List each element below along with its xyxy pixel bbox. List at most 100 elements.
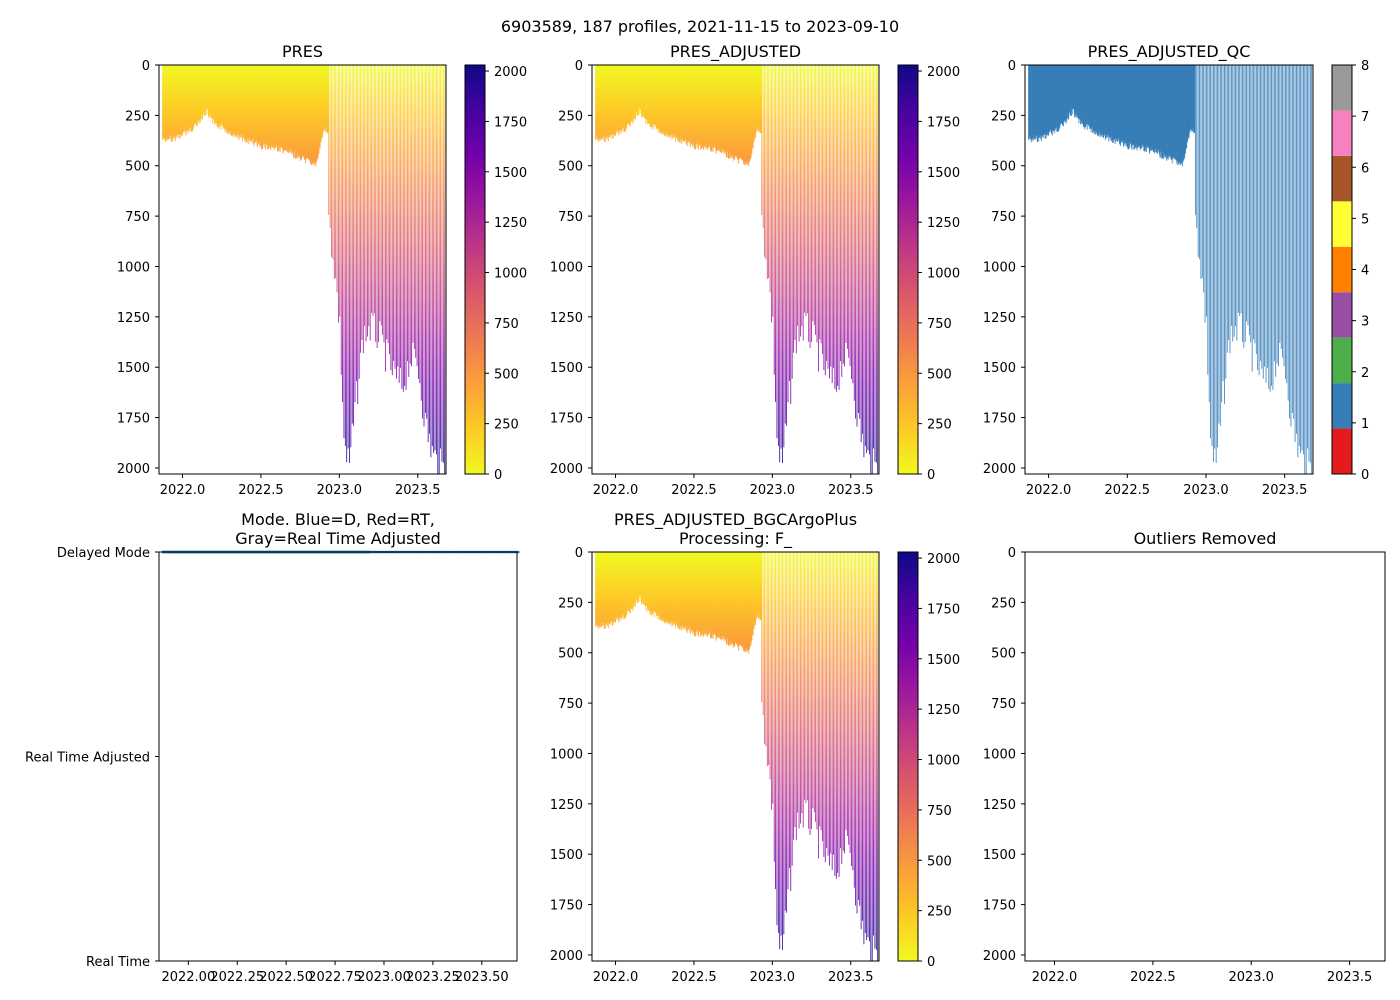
y-tick-label: 1500 xyxy=(550,848,583,863)
profile-bars xyxy=(595,552,881,961)
colorbar-tick-label: 2000 xyxy=(927,65,960,80)
profile-bar xyxy=(790,65,792,404)
figure-suptitle: 6903589, 187 profiles, 2021-11-15 to 202… xyxy=(501,17,899,36)
profile-bar xyxy=(1254,65,1256,344)
x-tick-label: 2023.0 xyxy=(1228,970,1274,985)
profile-bar xyxy=(849,552,851,854)
colorbar-segment xyxy=(1332,428,1352,474)
profile-bar xyxy=(841,65,843,377)
colorbar: 0 250 500 750 1000 1250 1500 1750 2000 xyxy=(464,64,527,483)
profile-bar xyxy=(383,65,385,343)
profile-bar xyxy=(413,65,415,349)
profile-bar xyxy=(801,65,803,327)
profile-bar xyxy=(852,65,854,384)
profile-bar xyxy=(1226,65,1228,353)
colorbar-tick-label: 1000 xyxy=(927,754,960,769)
profile-bar xyxy=(386,65,388,340)
profile-bar xyxy=(838,552,840,877)
y-tick-label: 500 xyxy=(991,647,1016,662)
x-tick-label: 2023.0 xyxy=(750,483,796,498)
profile-bar xyxy=(1239,65,1241,316)
profile-bar xyxy=(786,552,788,913)
colorbar-tick-label: 1 xyxy=(1361,417,1369,432)
y-tick-label: 0 xyxy=(1008,59,1016,74)
profile-bar xyxy=(409,65,411,364)
x-tick-label: 2022.5 xyxy=(1130,970,1176,985)
profile-bar xyxy=(805,552,807,803)
profile-bar xyxy=(842,65,844,364)
profile-bar xyxy=(873,552,874,936)
profile-bar xyxy=(1203,65,1205,293)
profile-bar xyxy=(880,552,881,961)
profile-bar xyxy=(447,65,448,474)
profile-bar xyxy=(387,65,389,344)
profile-bar xyxy=(809,552,811,835)
y-tick-label: 1000 xyxy=(550,747,583,762)
profile-bar xyxy=(371,65,372,313)
profile-bar xyxy=(804,552,805,800)
profile-bar xyxy=(859,552,861,906)
profile-bar xyxy=(827,552,829,856)
profile-bar xyxy=(783,65,785,448)
profile-bar xyxy=(833,552,834,855)
profile-bar xyxy=(422,65,424,419)
profile-bar xyxy=(1289,65,1290,419)
y-tick-label: Real Time xyxy=(86,955,150,970)
profile-bar xyxy=(870,65,872,474)
profile-bar xyxy=(1309,65,1311,463)
profile-bar xyxy=(806,552,808,801)
profile-bar xyxy=(1243,65,1245,348)
profile-bar xyxy=(779,65,781,463)
profile-bar xyxy=(772,65,774,317)
profile-bar xyxy=(844,552,845,854)
profile-bar xyxy=(1293,65,1295,419)
profile-bar xyxy=(800,552,801,824)
profile-bar xyxy=(1262,65,1264,379)
profile-bar xyxy=(820,65,822,344)
profile-bar xyxy=(1308,65,1310,462)
y-tick-label: 2000 xyxy=(983,949,1016,964)
profile-bar xyxy=(393,65,395,361)
profile-bar xyxy=(380,65,382,326)
y-tick-label: 750 xyxy=(125,210,150,225)
profile-bar xyxy=(791,65,793,379)
profile-bar xyxy=(1246,65,1248,322)
profile-bar xyxy=(857,65,859,413)
y-tick-label: 250 xyxy=(125,109,150,124)
profile-bar xyxy=(797,65,799,326)
x-tick-label: 2023.00 xyxy=(357,970,411,985)
colorbar-tick-label: 1250 xyxy=(494,216,527,231)
y-tick-label: 0 xyxy=(142,59,150,74)
profile-bar xyxy=(779,552,781,950)
axes-frame xyxy=(158,64,447,475)
profile-bar xyxy=(877,552,879,961)
profile-bar xyxy=(1302,65,1304,455)
profile-bar xyxy=(874,552,876,949)
profile-bar xyxy=(761,552,763,702)
profile-bar xyxy=(1208,65,1210,403)
y-tick-label: 750 xyxy=(558,210,583,225)
panel-pres_adjusted_qc: PRES_ADJUSTED_QC 2022.0 2022.5 2023.0 2023.5… xyxy=(983,42,1369,498)
profile-bar xyxy=(407,65,408,362)
y-tick-label: 1250 xyxy=(983,311,1016,326)
colorbar-segment xyxy=(1332,155,1352,202)
profile-bar xyxy=(864,552,866,934)
x-tick-label: 2022.5 xyxy=(1105,483,1151,498)
y-tick-label: 1250 xyxy=(550,311,583,326)
colorbar-segment xyxy=(1332,65,1352,111)
profile-bar xyxy=(351,65,353,424)
colorbar-tick-label: 1500 xyxy=(927,166,960,181)
profile-bar xyxy=(338,65,339,323)
x-tick-label: 2022.0 xyxy=(593,970,639,985)
profile-bar xyxy=(851,552,852,867)
profile-bar xyxy=(811,65,812,342)
colorbar: 0 1 2 3 4 5 6 7 8 xyxy=(1331,59,1369,483)
x-tick-label: 2023.5 xyxy=(828,970,874,985)
profile-bar xyxy=(793,65,794,353)
profile-bar xyxy=(440,65,441,449)
profile-bar xyxy=(1297,65,1299,458)
colorbar-gradient xyxy=(465,65,485,474)
profile-bar xyxy=(780,552,782,936)
profile-bar xyxy=(1233,65,1235,337)
profile-bar xyxy=(438,65,440,474)
